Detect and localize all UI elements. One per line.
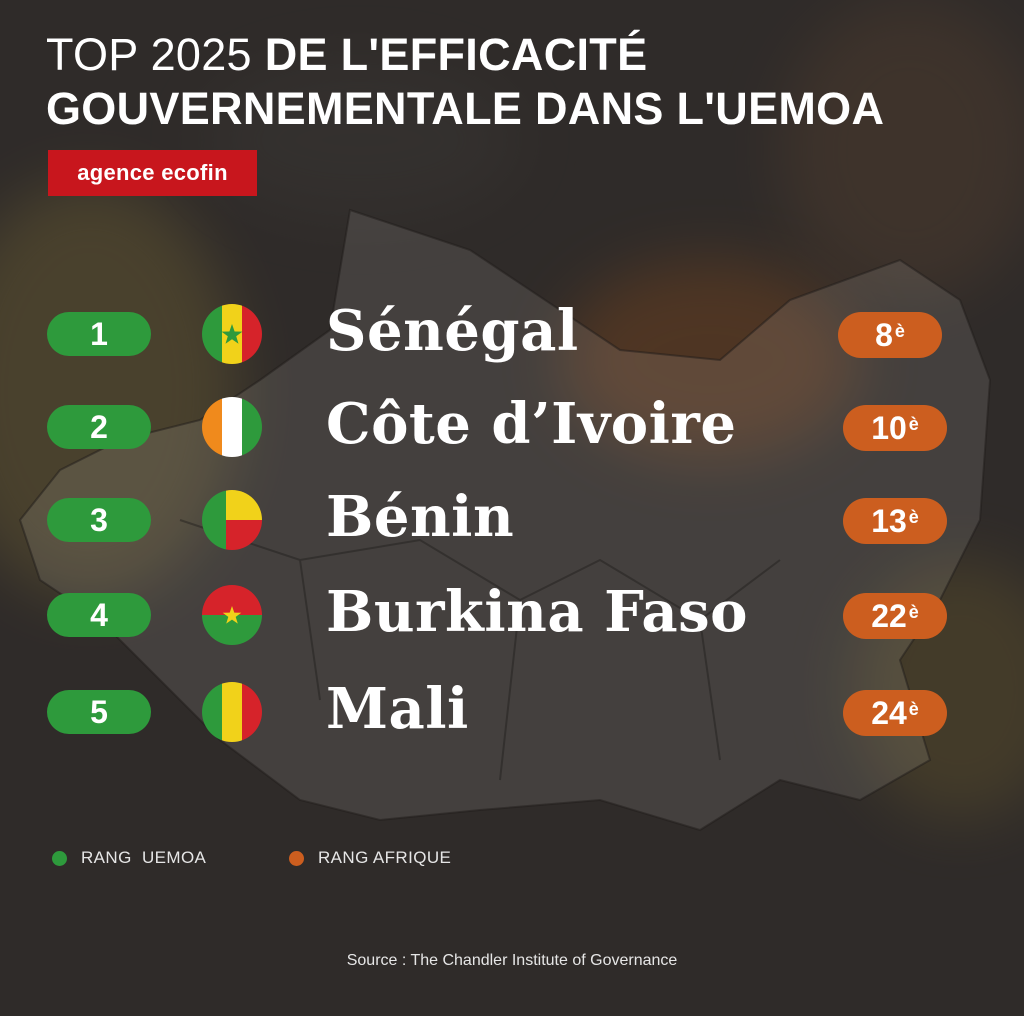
cote-divoire-flag-icon	[202, 397, 262, 457]
rank-suffix: è	[908, 698, 919, 719]
senegal-flag-icon	[202, 304, 262, 364]
green-dot-icon	[52, 850, 67, 866]
uemoa-rank-badge: 4	[47, 593, 151, 637]
ranking-row: 3 Bénin 13 è	[0, 484, 1024, 552]
mali-flag-icon	[202, 682, 262, 742]
rank-suffix: è	[908, 601, 919, 622]
source-credit: Source : The Chandler Institute of Gover…	[346, 952, 678, 969]
africa-rank-badge: 13 è	[843, 498, 947, 544]
africa-rank-badge: 10 è	[843, 405, 947, 451]
legend-afrique: RANG AFRIQUE	[289, 848, 451, 868]
title-bold-line2: GOUVERNEMENTALE DANS L'UEMOA	[46, 83, 885, 134]
country-name: Côte d’Ivoire	[326, 391, 737, 457]
country-name: Bénin	[326, 484, 515, 550]
uemoa-rank-badge: 3	[47, 498, 151, 542]
africa-rank-value: 8	[875, 316, 893, 353]
burkina-faso-flag-icon	[202, 585, 262, 645]
africa-rank-value: 10	[871, 409, 907, 446]
country-name: Sénégal	[326, 298, 579, 364]
legend-uemoa-label: RANG UEMOA	[81, 848, 207, 867]
agence-ecofin-logo: agence ecofin	[48, 150, 257, 196]
orange-dot-icon	[289, 850, 304, 866]
africa-rank-badge: 24 è	[843, 690, 947, 736]
uemoa-rank-badge: 1	[47, 312, 151, 356]
ranking-row: 2 Côte d’Ivoire 10 è	[0, 391, 1024, 459]
uemoa-rank-badge: 2	[47, 405, 151, 449]
rank-suffix: è	[908, 413, 919, 434]
country-name: Burkina Faso	[326, 579, 748, 645]
rank-suffix: è	[908, 506, 919, 527]
africa-rank-value: 13	[871, 502, 907, 539]
legend-afrique-label: RANG AFRIQUE	[318, 848, 452, 867]
country-name: Mali	[326, 676, 469, 742]
title-bold-line1: DE L'EFFICACITÉ	[264, 29, 648, 80]
africa-rank-value: 22	[871, 597, 907, 634]
rank-suffix: è	[894, 320, 905, 341]
africa-rank-badge: 22 è	[843, 593, 947, 639]
ranking-row: 5 Mali 24 è	[0, 676, 1024, 744]
benin-flag-icon	[202, 490, 262, 550]
legend-uemoa: RANG UEMOA	[52, 848, 206, 868]
africa-rank-value: 24	[871, 694, 907, 731]
page-title: TOP 2025 DE L'EFFICACITÉ GOUVERNEMENTALE…	[46, 29, 885, 134]
ranking-row: 4 Burkina Faso 22 è	[0, 579, 1024, 647]
uemoa-rank-badge: 5	[47, 690, 151, 734]
